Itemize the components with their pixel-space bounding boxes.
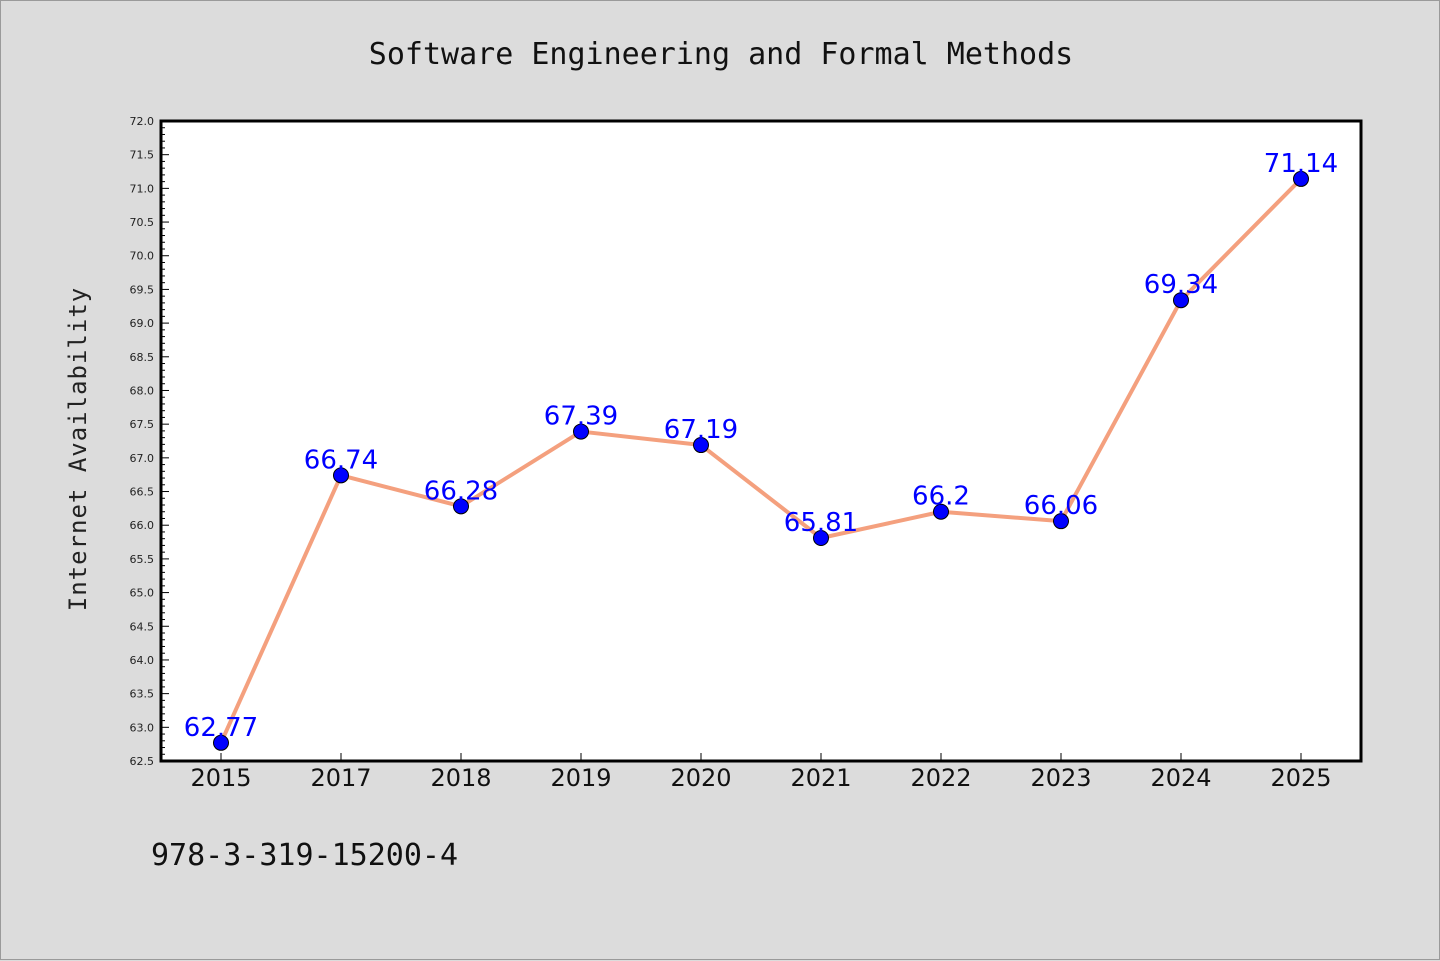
x-tick-label: 2024 xyxy=(1150,764,1211,792)
data-label: 65.81 xyxy=(784,508,858,538)
data-label: 66.74 xyxy=(304,445,378,475)
x-tick-label: 2015 xyxy=(190,764,251,792)
y-tick-label: 66.0 xyxy=(130,519,155,532)
y-tick-label: 70.5 xyxy=(130,216,155,229)
chart-title: Software Engineering and Formal Methods xyxy=(369,37,1073,72)
data-point xyxy=(1293,170,1309,187)
data-label: 69.34 xyxy=(1144,270,1218,300)
y-tick-label: 65.0 xyxy=(130,587,155,600)
data-label: 62.77 xyxy=(184,713,258,743)
y-tick-label: 71.0 xyxy=(130,182,155,195)
series-line xyxy=(219,177,1303,744)
y-tick-label: 69.5 xyxy=(130,283,155,296)
plot-area xyxy=(161,121,1361,761)
y-tick-label: 72.0 xyxy=(130,115,155,128)
y-tick-label: 64.0 xyxy=(130,654,155,667)
isbn-footer: 978-3-319-15200-4 xyxy=(151,838,458,873)
y-tick-label: 63.5 xyxy=(130,688,155,701)
data-label: 66.06 xyxy=(1024,491,1098,521)
data-point xyxy=(453,498,469,515)
data-point xyxy=(693,437,709,454)
x-tick-label: 2021 xyxy=(790,764,851,792)
y-tick-label: 65.5 xyxy=(130,553,155,566)
data-label: 66.2 xyxy=(912,482,970,512)
data-label: 66.28 xyxy=(424,476,498,506)
y-tick-label: 63.0 xyxy=(130,721,155,734)
y-tick-label: 66.5 xyxy=(130,486,155,499)
y-tick-label: 67.0 xyxy=(130,452,155,465)
x-tick-label: 2019 xyxy=(550,764,611,792)
data-labels: 62.77 66.74 66.28 67.39 67.19 65.81 66.2 66.06 6… xyxy=(184,149,1338,743)
y-tick-label: 67.5 xyxy=(130,418,155,431)
data-point xyxy=(1173,292,1189,309)
x-tick-label: 2023 xyxy=(1030,764,1091,792)
data-point xyxy=(573,423,589,440)
y-tick-label: 68.0 xyxy=(130,384,155,397)
data-point xyxy=(333,467,349,484)
data-point xyxy=(1053,513,1069,530)
data-point xyxy=(213,734,229,751)
y-tick-label: 70.0 xyxy=(130,250,155,263)
y-tick-label: 71.5 xyxy=(130,149,155,162)
data-label: 67.19 xyxy=(664,415,738,445)
data-point xyxy=(813,530,829,547)
y-tick-label: 69.0 xyxy=(130,317,155,330)
x-tick-label: 2018 xyxy=(430,764,491,792)
series-group xyxy=(213,170,1309,751)
plot-frame xyxy=(159,119,1363,763)
data-label: 67.39 xyxy=(544,402,618,432)
data-point xyxy=(933,503,949,520)
data-label: 71.14 xyxy=(1264,149,1338,179)
y-tick-label: 64.5 xyxy=(130,620,155,633)
x-tick-label: 2022 xyxy=(910,764,971,792)
x-tick-label: 2025 xyxy=(1270,764,1331,792)
x-tick-label: 2020 xyxy=(670,764,731,792)
x-axis: 2015 2017 2018 2019 2020 2021 2022 2023 2024 2025 xyxy=(190,753,1332,792)
y-tick-label: 62.5 xyxy=(130,755,155,768)
y-axis-label: Internet Availability xyxy=(64,287,92,611)
y-tick-label: 68.5 xyxy=(130,351,155,364)
x-tick-label: 2017 xyxy=(310,764,371,792)
